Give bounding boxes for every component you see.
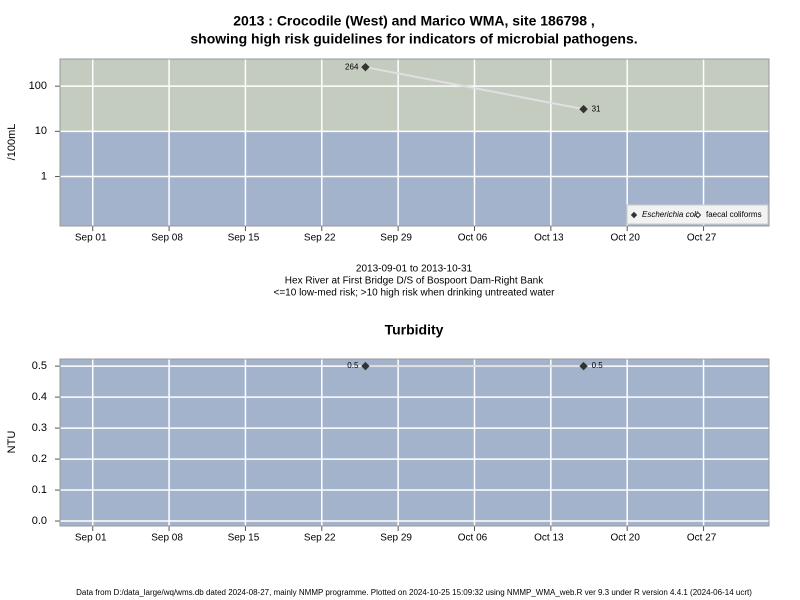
data-label: 31 bbox=[592, 104, 601, 113]
x-tick-label: Oct 13 bbox=[534, 233, 564, 244]
chart-subtitle: showing high risk guidelines for indicat… bbox=[190, 31, 637, 47]
y-tick-label: 0.1 bbox=[32, 484, 47, 496]
legend-marker bbox=[694, 211, 702, 219]
y-axis-label: NTU bbox=[6, 431, 18, 454]
data-label: 0.5 bbox=[592, 361, 604, 370]
chart-title: 2013 : Crocodile (West) and Marico WMA, … bbox=[233, 13, 595, 29]
data-label: 264 bbox=[345, 62, 359, 71]
y-tick-label: 0.4 bbox=[32, 391, 47, 403]
band-high bbox=[60, 59, 769, 132]
x-tick-label: Oct 06 bbox=[458, 233, 488, 244]
x-tick-label: Oct 13 bbox=[534, 533, 564, 544]
x-tick-label: Sep 01 bbox=[75, 533, 107, 544]
plot-frame bbox=[59, 58, 770, 227]
x-tick-label: Oct 06 bbox=[458, 533, 488, 544]
note: 2013-09-01 to 2013-10-31 bbox=[356, 264, 473, 275]
y-tick-label: 0.5 bbox=[32, 360, 47, 372]
x-tick-label: Oct 27 bbox=[687, 533, 717, 544]
y-axis-label: /100mL bbox=[6, 124, 18, 161]
note: <=10 low-med risk; >10 high risk when dr… bbox=[274, 288, 556, 299]
chart-title: Turbidity bbox=[385, 322, 444, 338]
y-tick-label: 10 bbox=[35, 125, 47, 137]
x-tick-label: Sep 01 bbox=[75, 233, 107, 244]
data-point bbox=[361, 361, 370, 371]
x-tick-label: Oct 27 bbox=[687, 233, 717, 244]
y-tick-label: 0.3 bbox=[32, 422, 47, 434]
x-tick-label: Oct 20 bbox=[610, 233, 640, 244]
legend-marker bbox=[630, 211, 638, 219]
y-tick-label: 0.2 bbox=[32, 453, 47, 465]
x-tick-label: Sep 29 bbox=[380, 533, 412, 544]
x-tick-label: Sep 08 bbox=[151, 233, 183, 244]
x-tick-label: Sep 15 bbox=[228, 533, 260, 544]
x-tick-label: Oct 20 bbox=[610, 533, 640, 544]
x-tick-label: Sep 29 bbox=[380, 233, 412, 244]
data-label: 0.5 bbox=[347, 361, 359, 370]
y-tick-label: 1 bbox=[41, 170, 47, 182]
plot-background bbox=[60, 359, 769, 526]
x-tick-label: Sep 22 bbox=[304, 533, 336, 544]
x-tick-label: Sep 15 bbox=[228, 233, 260, 244]
note: Hex River at First Bridge D/S of Bospoor… bbox=[285, 276, 544, 287]
legend-label: faecal coliforms bbox=[706, 210, 762, 219]
plot-frame bbox=[59, 358, 770, 527]
x-tick-label: Sep 08 bbox=[151, 533, 183, 544]
data-point bbox=[579, 104, 588, 114]
y-tick-label: 0.0 bbox=[32, 515, 47, 527]
y-tick-label: 100 bbox=[29, 80, 47, 92]
data-line bbox=[365, 66, 584, 111]
legend-label: Escherichia coli bbox=[642, 210, 698, 219]
data-point bbox=[579, 361, 588, 371]
data-point bbox=[361, 62, 370, 72]
x-tick-label: Sep 22 bbox=[304, 233, 336, 244]
footer: Data from D:/data_large/wq/wms.db dated … bbox=[76, 588, 752, 597]
